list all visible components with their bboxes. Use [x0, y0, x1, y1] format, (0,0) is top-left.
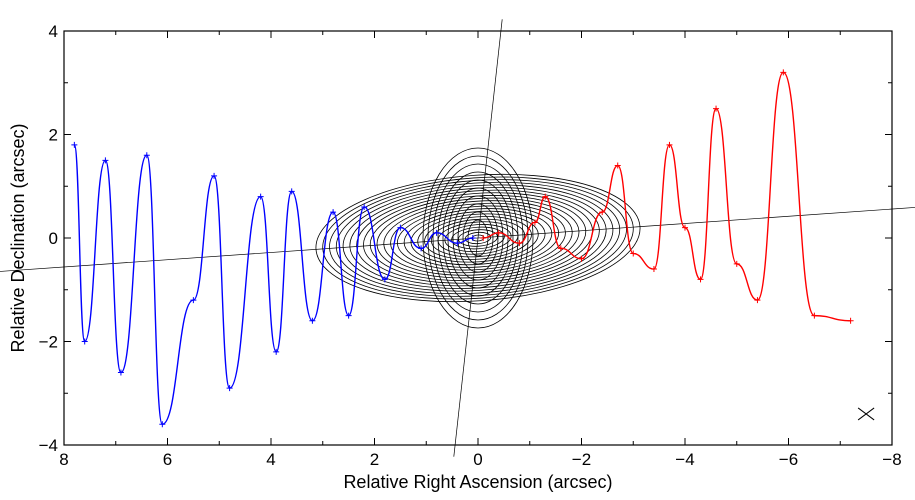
series-point — [226, 385, 233, 392]
series-point — [780, 69, 787, 76]
contour-level — [442, 179, 514, 297]
y-tick-label: 2 — [49, 126, 58, 145]
contour-level — [462, 211, 494, 265]
series-point — [630, 250, 637, 257]
series-point — [578, 255, 585, 262]
x-tick-label: 2 — [370, 450, 379, 469]
axes: 8 6 4 2 0 −2 −4 −6 −8 4 2 0 −2 −4 — [39, 22, 902, 469]
series-point — [433, 229, 440, 236]
y-tick-label: −2 — [39, 333, 58, 352]
x-tick-label: −2 — [572, 450, 591, 469]
series-point — [614, 162, 621, 169]
y-tick-label: 0 — [49, 229, 58, 248]
series-point — [811, 312, 818, 319]
series-point — [330, 209, 337, 216]
series-point — [190, 297, 197, 304]
series-point — [159, 421, 166, 428]
series-point — [469, 235, 476, 241]
contour-level — [437, 171, 519, 305]
series-point — [345, 312, 352, 319]
series-point — [143, 152, 150, 159]
series-point — [531, 219, 538, 226]
contour-level — [467, 219, 489, 257]
x-tick-label: −4 — [675, 450, 694, 469]
series-point — [288, 188, 295, 195]
series-point — [542, 193, 549, 200]
series-point — [713, 105, 720, 112]
contour-level — [457, 203, 499, 273]
series-point — [650, 266, 657, 273]
series-point — [257, 193, 264, 200]
series-point — [666, 141, 673, 148]
series-point — [81, 338, 88, 345]
contour-level — [422, 147, 534, 329]
series-point — [697, 276, 704, 283]
series-point — [557, 245, 564, 252]
x-tick-label: −6 — [779, 450, 798, 469]
contour-level — [452, 195, 504, 281]
series-point — [480, 235, 487, 241]
model-series — [71, 69, 854, 428]
series-point — [495, 229, 502, 236]
series-point — [117, 369, 124, 376]
series-point — [397, 224, 404, 231]
x-tick-label: 4 — [266, 450, 275, 469]
y-tick-label: 4 — [49, 22, 58, 41]
series-point — [418, 245, 425, 252]
arrow-line — [857, 407, 875, 421]
jet-axis-lines — [0, 19, 915, 457]
x-tick-label: 6 — [163, 450, 172, 469]
jet-axis-line — [453, 19, 503, 457]
orientation-arrow — [857, 407, 875, 421]
series-point — [102, 157, 109, 164]
series-point — [211, 172, 218, 179]
series-point — [71, 141, 78, 148]
series-point — [309, 317, 316, 324]
series-point — [361, 203, 368, 210]
series-point — [454, 240, 461, 247]
series-point — [847, 317, 854, 324]
series-point — [754, 297, 761, 304]
x-tick-label: 8 — [59, 450, 68, 469]
y-tick-label: −4 — [39, 436, 58, 455]
y-axis-title: Relative Declination (arcsec) — [8, 123, 28, 352]
contour-level — [427, 155, 529, 321]
series-point — [682, 224, 688, 231]
x-axis-title: Relative Right Ascension (arcsec) — [343, 472, 612, 492]
x-tick-label: 0 — [473, 450, 482, 469]
series-point — [516, 240, 523, 247]
series-point — [381, 276, 388, 283]
contour-level — [432, 163, 524, 313]
x-tick-label: −8 — [882, 450, 901, 469]
series-point — [599, 209, 606, 216]
series-point — [273, 348, 280, 355]
contour-level — [447, 187, 509, 289]
series-line — [483, 71, 851, 322]
series-point — [733, 260, 740, 267]
